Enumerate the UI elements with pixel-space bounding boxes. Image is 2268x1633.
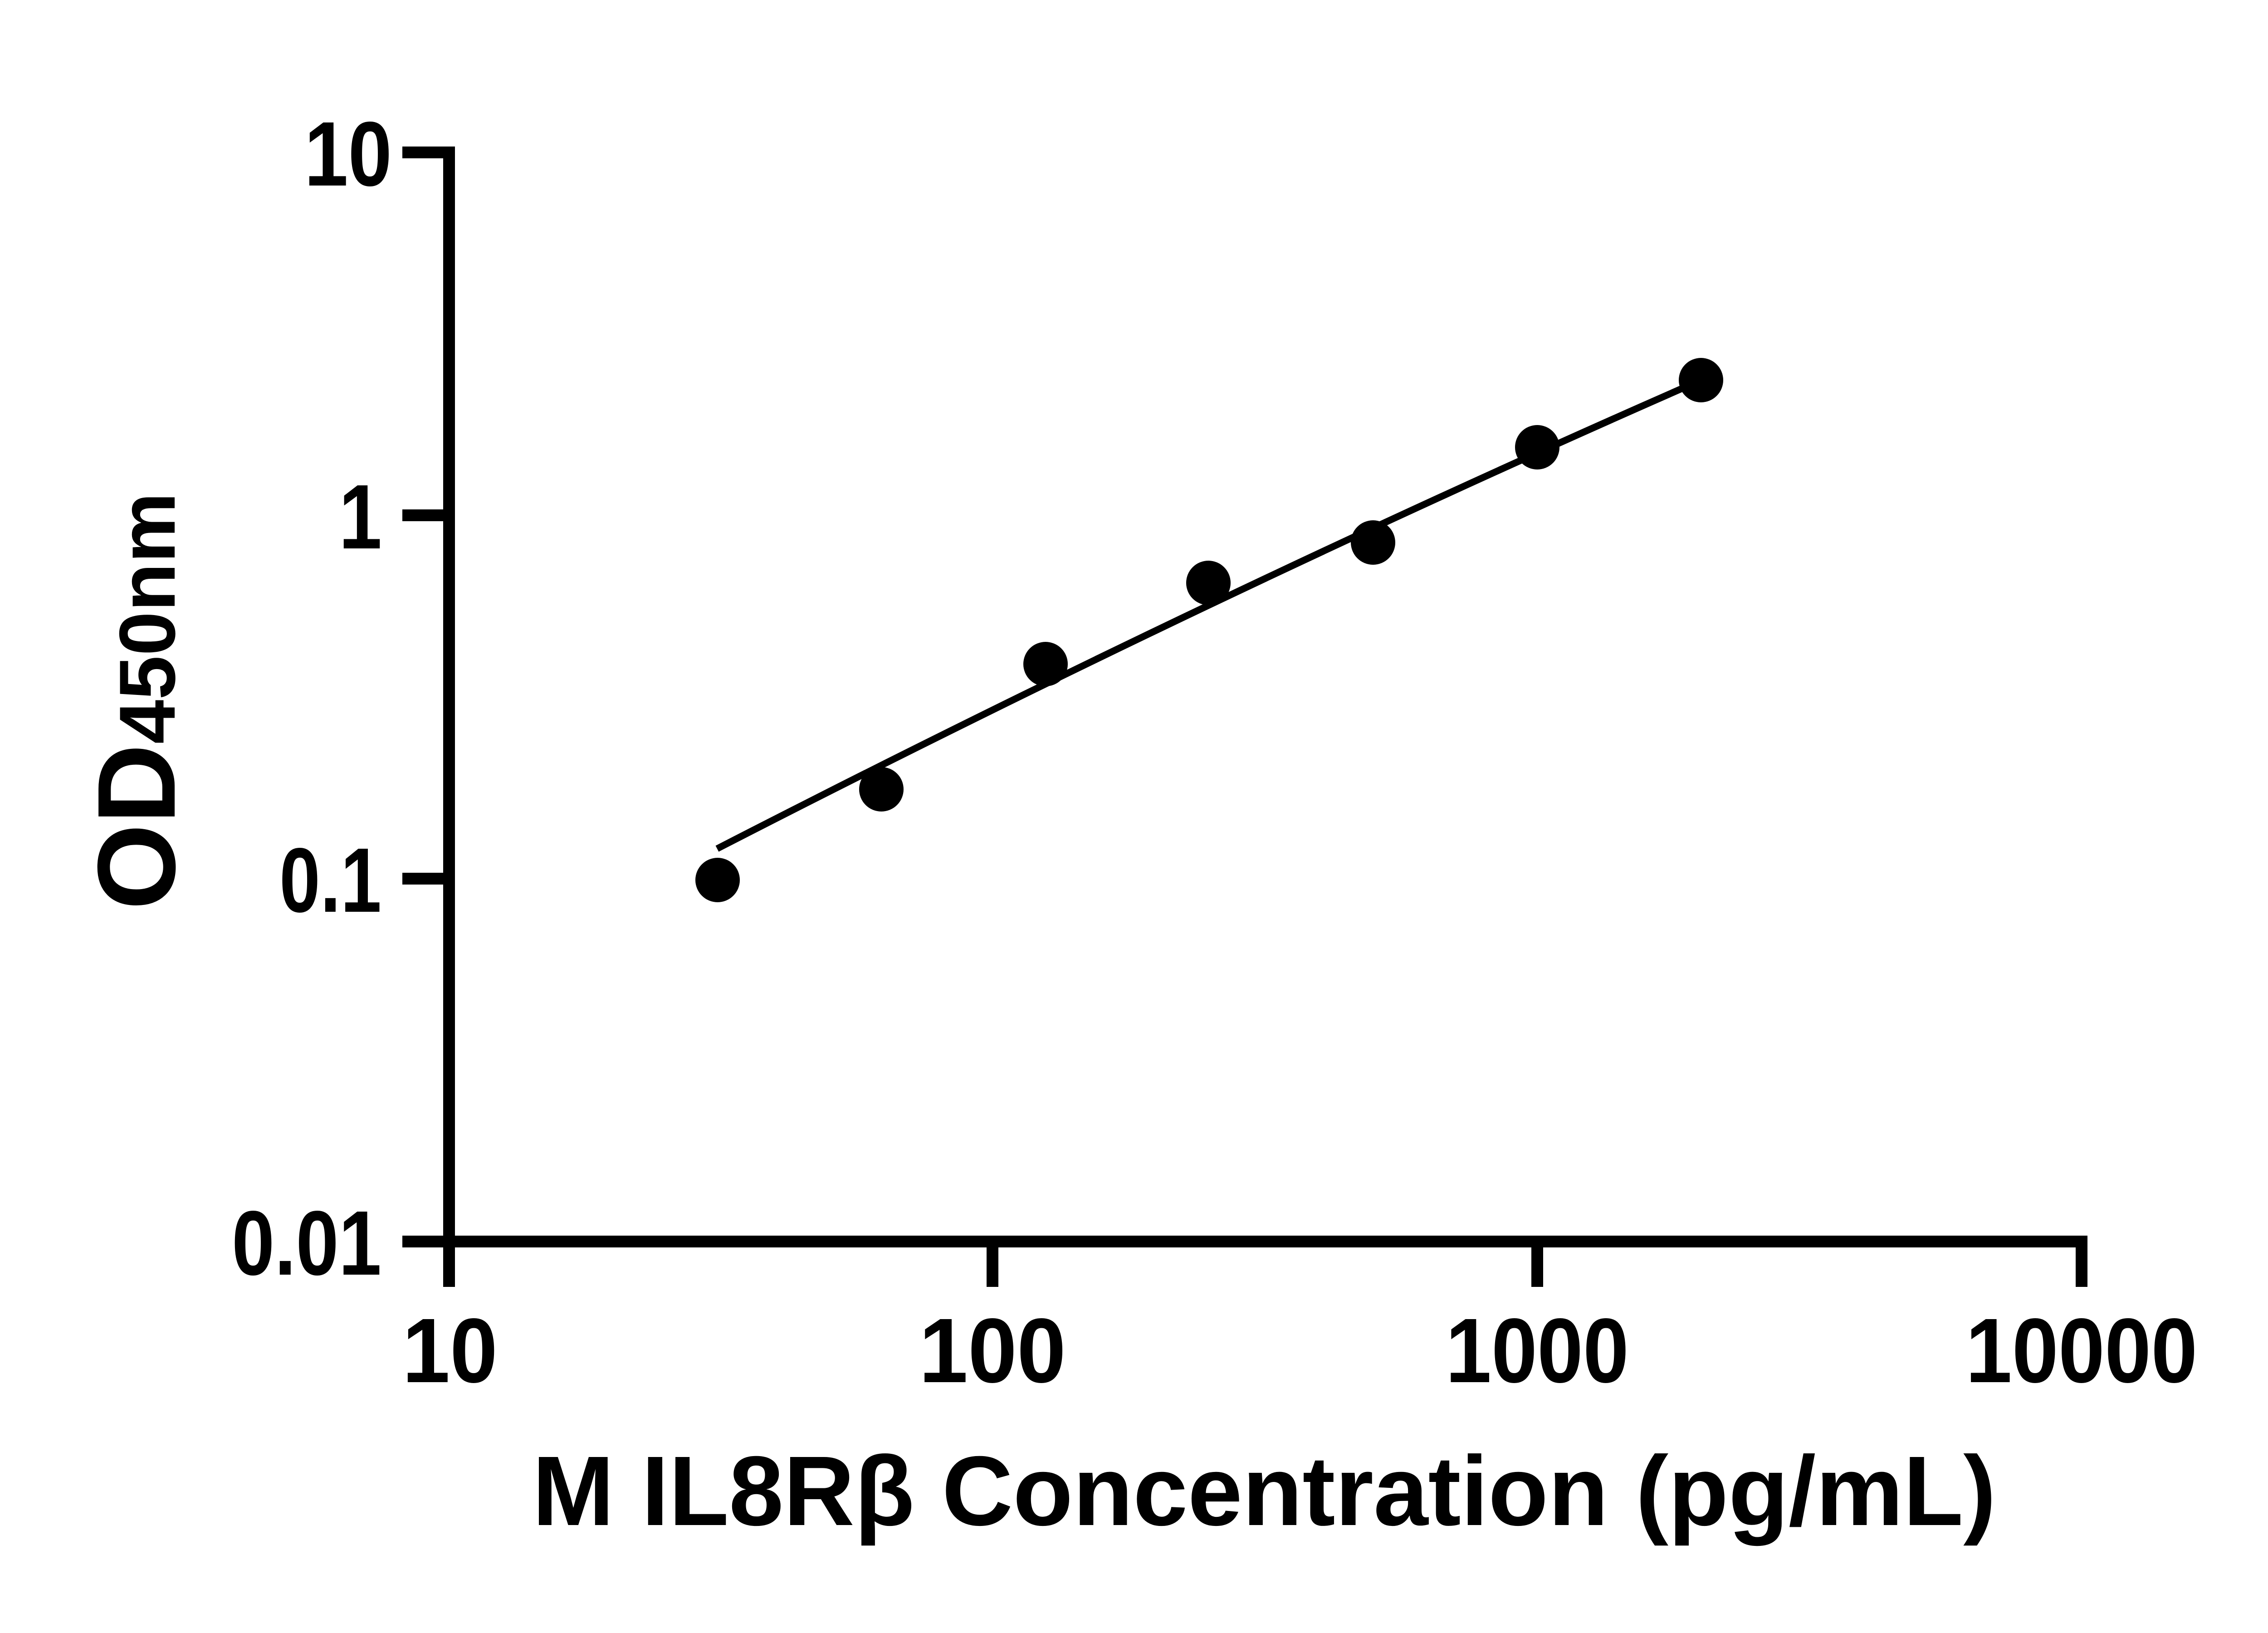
svg-text:10: 10 — [304, 103, 392, 205]
svg-text:M IL8Rβ Concentration (pg/mL): M IL8Rβ Concentration (pg/mL) — [533, 1436, 1996, 1546]
svg-text:0.1: 0.1 — [279, 829, 381, 931]
svg-text:10: 10 — [402, 1299, 498, 1402]
svg-text:1000: 1000 — [1446, 1299, 1629, 1402]
svg-text:0.01: 0.01 — [232, 1192, 381, 1294]
svg-text:10000: 10000 — [1966, 1299, 2198, 1402]
svg-text:100: 100 — [919, 1299, 1066, 1402]
svg-text:1: 1 — [339, 465, 382, 568]
